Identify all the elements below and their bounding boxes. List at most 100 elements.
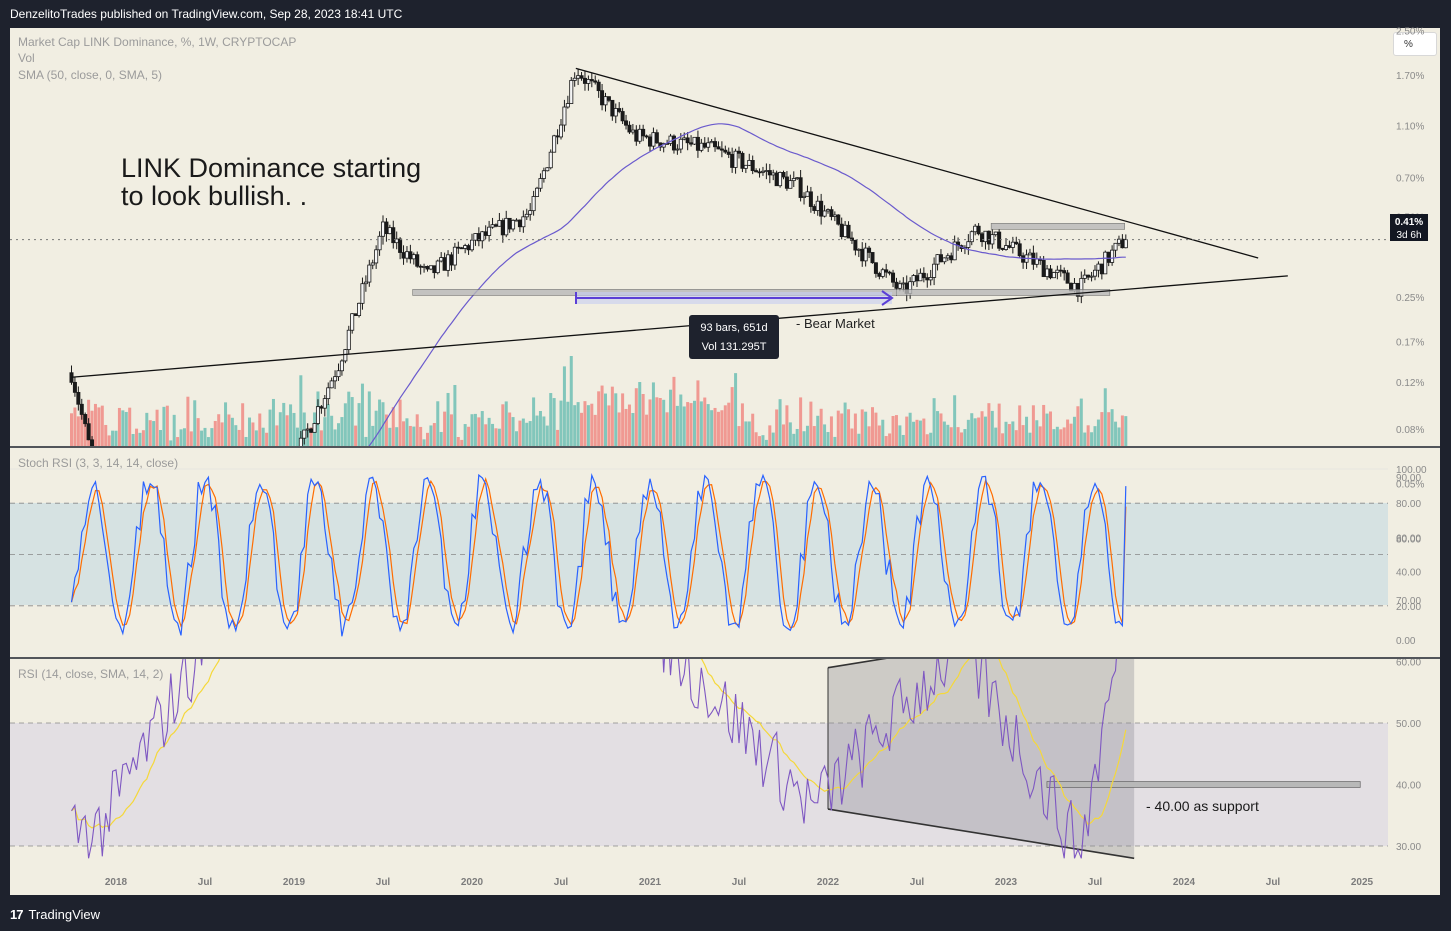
candle-body[interactable] (203, 502, 206, 503)
candle-body[interactable] (132, 495, 135, 498)
candle-body[interactable] (569, 80, 574, 104)
candle-body[interactable] (487, 226, 492, 236)
candle-body[interactable] (528, 210, 533, 215)
candle-body[interactable] (286, 478, 289, 484)
candle-body[interactable] (312, 423, 317, 433)
candle-body[interactable] (808, 191, 813, 207)
candle-body[interactable] (778, 172, 783, 187)
candle-body[interactable] (497, 220, 502, 227)
candle-body[interactable] (1004, 245, 1009, 250)
candle-body[interactable] (973, 225, 978, 233)
candle-body[interactable] (891, 272, 896, 283)
candle-body[interactable] (473, 233, 478, 241)
candle-body[interactable] (613, 108, 618, 117)
candle-body[interactable] (1048, 268, 1053, 279)
candle-body[interactable] (606, 96, 611, 101)
candle-body[interactable] (357, 302, 362, 317)
candle-body[interactable] (1103, 251, 1108, 275)
candle-body[interactable] (949, 255, 954, 261)
candle-body[interactable] (350, 313, 355, 331)
percent-scale-button[interactable]: % (1393, 32, 1437, 56)
trendline[interactable] (71, 275, 1288, 378)
candle-body[interactable] (1041, 260, 1046, 278)
candle-body[interactable] (125, 488, 128, 495)
candle-body[interactable] (572, 77, 577, 81)
candle-body[interactable] (757, 171, 762, 174)
candle-body[interactable] (771, 172, 776, 176)
candle-body[interactable] (292, 465, 295, 473)
candle-body[interactable] (138, 499, 141, 500)
candle-body[interactable] (1079, 278, 1084, 297)
candle-body[interactable] (706, 142, 711, 148)
candle-body[interactable] (651, 132, 656, 147)
candle-body[interactable] (480, 231, 485, 242)
candle-body[interactable] (166, 489, 169, 504)
candle-body[interactable] (634, 129, 639, 142)
candle-body[interactable] (449, 254, 454, 266)
candle-body[interactable] (1099, 263, 1104, 275)
candle-body[interactable] (928, 277, 933, 281)
candle-body[interactable] (791, 178, 796, 182)
candle-body[interactable] (504, 217, 509, 236)
candle-body[interactable] (856, 248, 861, 251)
candle-body[interactable] (853, 239, 858, 251)
candle-body[interactable] (559, 124, 564, 138)
candle-body[interactable] (343, 349, 348, 362)
candle-body[interactable] (535, 187, 540, 197)
candle-body[interactable] (671, 135, 676, 151)
candle-body[interactable] (1045, 268, 1050, 278)
candle-body[interactable] (333, 376, 338, 382)
candle-body[interactable] (490, 224, 495, 228)
candle-body[interactable] (839, 223, 844, 238)
candle-body[interactable] (541, 170, 546, 179)
candle-body[interactable] (101, 479, 104, 495)
candle-body[interactable] (678, 138, 683, 150)
candle-body[interactable] (726, 151, 731, 155)
candle-body[interactable] (72, 381, 77, 393)
candle-body[interactable] (548, 151, 553, 169)
candle-body[interactable] (411, 254, 416, 260)
candle-body[interactable] (932, 263, 937, 278)
candle-body[interactable] (586, 79, 591, 84)
candle-body[interactable] (740, 152, 745, 169)
candle-body[interactable] (493, 224, 498, 227)
candle-body[interactable] (1113, 242, 1118, 251)
candle-body[interactable] (983, 230, 988, 243)
candle-body[interactable] (1086, 274, 1091, 278)
candle-body[interactable] (418, 265, 423, 268)
candle-body[interactable] (743, 164, 748, 169)
candle-body[interactable] (846, 224, 851, 239)
candle-body[interactable] (716, 146, 721, 150)
candle-body[interactable] (627, 124, 632, 133)
candle-body[interactable] (360, 283, 365, 304)
candle-body[interactable] (887, 271, 892, 274)
candle-body[interactable] (353, 313, 358, 317)
candle-body[interactable] (446, 254, 451, 271)
candle-body[interactable] (798, 177, 803, 198)
candle-body[interactable] (829, 209, 834, 217)
candle-body[interactable] (425, 266, 430, 270)
candle-body[interactable] (805, 191, 810, 197)
candle-body[interactable] (980, 233, 985, 243)
candle-body[interactable] (781, 172, 786, 178)
candle-body[interactable] (384, 221, 389, 235)
candle-body[interactable] (600, 90, 605, 106)
candle-body[interactable] (507, 217, 512, 230)
candle-body[interactable] (104, 494, 107, 498)
candle-body[interactable] (915, 275, 920, 282)
candle-body[interactable] (648, 136, 653, 147)
candle-body[interactable] (514, 219, 519, 222)
candle-body[interactable] (1065, 272, 1070, 284)
footer-brand[interactable]: 17 TradingView (10, 904, 100, 924)
candle-body[interactable] (183, 488, 186, 489)
candle-body[interactable] (545, 167, 550, 172)
candle-body[interactable] (593, 80, 598, 83)
candle-body[interactable] (767, 170, 772, 176)
candle-body[interactable] (969, 231, 974, 243)
candle-body[interactable] (459, 247, 464, 250)
candle-body[interactable] (699, 142, 704, 151)
candle-body[interactable] (918, 272, 923, 282)
candle-body[interactable] (1007, 245, 1012, 248)
candle-body[interactable] (76, 391, 81, 405)
candle-body[interactable] (750, 160, 755, 172)
